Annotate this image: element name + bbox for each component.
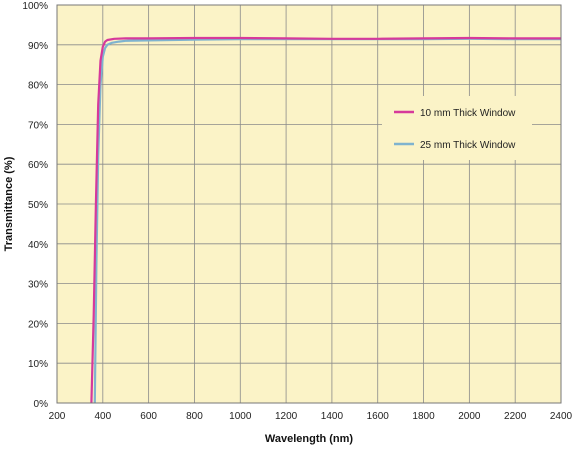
series-line-10mm xyxy=(90,36,561,404)
y-tick-label: 90% xyxy=(28,41,48,52)
y-tick-label: 40% xyxy=(28,240,48,251)
x-tick-label: 1800 xyxy=(412,411,435,422)
y-tick-label: 60% xyxy=(28,160,48,171)
plot-border xyxy=(56,4,562,404)
y-tick-label: 50% xyxy=(28,200,48,211)
legend-label-10mm: 10 mm Thick Window xyxy=(420,108,516,119)
x-tick-label: 1600 xyxy=(367,411,390,422)
x-tick-label: 2200 xyxy=(504,411,527,422)
x-tick-label: 1400 xyxy=(321,411,344,422)
x-tick-label: 2400 xyxy=(550,411,573,422)
y-tick-label: 0% xyxy=(34,399,49,410)
legend: 10 mm Thick Window 25 mm Thick Window xyxy=(382,96,532,160)
y-tick-label: 70% xyxy=(28,120,48,131)
legend-box xyxy=(382,96,532,160)
x-tick-labels: 200 400 600 800 1000 1200 1400 1600 1800 2000 2200… xyxy=(49,411,573,422)
x-tick-label: 400 xyxy=(94,411,111,422)
data-series xyxy=(90,36,561,404)
x-tick-label: 2000 xyxy=(458,411,481,422)
y-tick-labels: 0% 10% 20% 30% 40% 50% 60% 70% 80% 90% 100% xyxy=(22,1,48,410)
x-tick-label: 1000 xyxy=(229,411,252,422)
x-tick-label: 600 xyxy=(140,411,157,422)
x-tick-label: 200 xyxy=(49,411,66,422)
y-tick-label: 100% xyxy=(22,1,48,12)
x-axis-title: Wavelength (nm) xyxy=(265,433,354,445)
y-tick-label: 30% xyxy=(28,280,48,291)
y-tick-label: 10% xyxy=(28,359,48,370)
x-tick-label: 1200 xyxy=(275,411,298,422)
y-tick-label: 80% xyxy=(28,81,48,92)
legend-label-25mm: 25 mm Thick Window xyxy=(420,140,516,151)
y-tick-label: 20% xyxy=(28,319,48,330)
x-tick-label: 800 xyxy=(186,411,203,422)
y-axis-title: Transmittance (%) xyxy=(3,156,15,251)
